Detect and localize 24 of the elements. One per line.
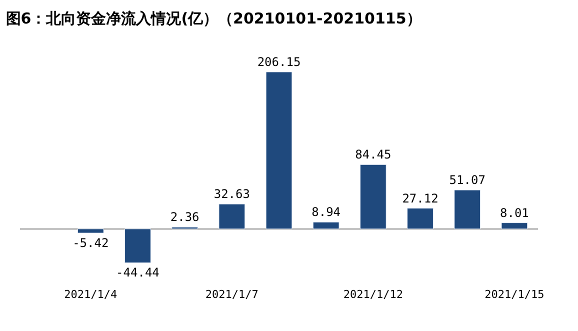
data-label: -5.42 bbox=[72, 236, 109, 250]
data-label: 51.07 bbox=[449, 173, 486, 188]
x-tick-label: 2021/1/12 bbox=[343, 288, 403, 301]
bar bbox=[360, 164, 386, 230]
data-label: 8.01 bbox=[500, 206, 529, 220]
bar bbox=[454, 190, 481, 230]
data-label: 8.94 bbox=[312, 205, 341, 220]
x-tick-label: 2021/1/4 bbox=[64, 288, 118, 301]
bar bbox=[77, 228, 104, 234]
data-label: 2.36 bbox=[170, 210, 200, 224]
bar bbox=[124, 228, 151, 263]
bar bbox=[218, 204, 246, 230]
bar bbox=[266, 72, 292, 230]
x-tick-label: 2021/1/15 bbox=[484, 288, 544, 301]
x-tick-label: 2021/1/7 bbox=[205, 288, 258, 301]
data-label: 27.12 bbox=[402, 191, 438, 206]
data-label: 84.45 bbox=[355, 148, 392, 162]
bar bbox=[312, 222, 340, 230]
data-label: 206.15 bbox=[257, 54, 301, 69]
chart-title: 图6：北向资金净流入情况(亿）（20210101-20210115） bbox=[6, 10, 422, 28]
data-label: -44.44 bbox=[116, 266, 160, 280]
data-label: 32.63 bbox=[214, 187, 250, 202]
bar bbox=[407, 208, 434, 230]
bar bbox=[501, 222, 528, 230]
